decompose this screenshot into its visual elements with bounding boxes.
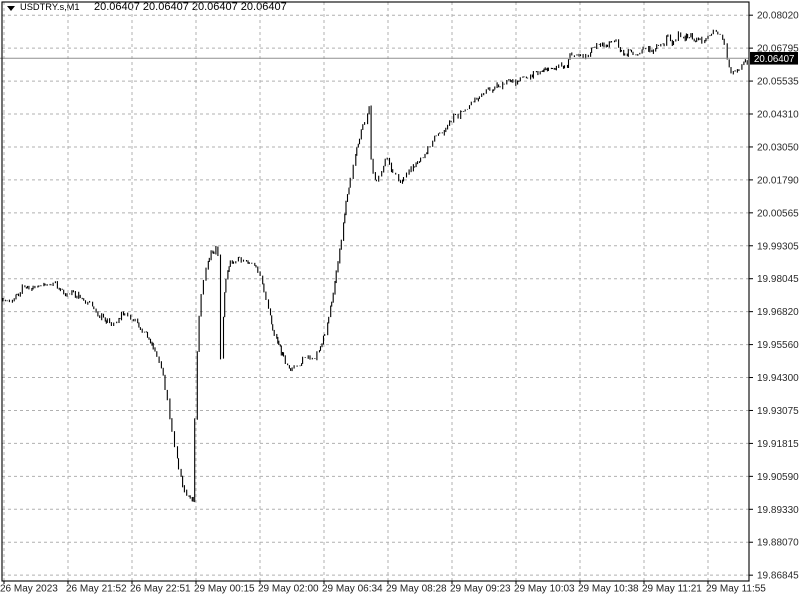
svg-text:26 May 21:52: 26 May 21:52 <box>66 584 127 595</box>
svg-text:29 May 00:15: 29 May 00:15 <box>194 584 255 595</box>
svg-text:29 May 06:34: 29 May 06:34 <box>322 584 383 595</box>
svg-text:26 May 22:51: 26 May 22:51 <box>130 584 191 595</box>
svg-text:19.86845: 19.86845 <box>757 571 799 582</box>
svg-text:20.06407: 20.06407 <box>754 54 794 65</box>
svg-text:29 May 09:23: 29 May 09:23 <box>450 584 511 595</box>
svg-text:19.93075: 19.93075 <box>757 406 799 417</box>
svg-text:20.08020: 20.08020 <box>757 11 799 22</box>
svg-text:19.99305: 19.99305 <box>757 241 799 252</box>
svg-text:19.88070: 19.88070 <box>757 538 799 549</box>
svg-text:19.94300: 19.94300 <box>757 373 799 384</box>
svg-text:20.06407 20.06407 20.06407 20.: 20.06407 20.06407 20.06407 20.06407 <box>94 1 287 13</box>
svg-text:29 May 11:21: 29 May 11:21 <box>642 584 702 595</box>
svg-text:19.89330: 19.89330 <box>757 505 799 516</box>
svg-text:20.01790: 20.01790 <box>757 175 799 186</box>
svg-text:19.90590: 19.90590 <box>757 472 799 483</box>
svg-text:20.05535: 20.05535 <box>757 77 799 88</box>
svg-text:19.98045: 19.98045 <box>757 274 799 285</box>
svg-text:20.04310: 20.04310 <box>757 110 799 121</box>
svg-text:20.03050: 20.03050 <box>757 142 799 153</box>
svg-text:USDTRY.s,M1: USDTRY.s,M1 <box>20 2 80 12</box>
svg-text:29 May 10:38: 29 May 10:38 <box>578 584 639 595</box>
svg-text:19.96820: 19.96820 <box>757 307 799 318</box>
svg-text:20.00565: 20.00565 <box>757 208 799 219</box>
svg-text:29 May 11:55: 29 May 11:55 <box>706 584 766 595</box>
svg-text:19.91815: 19.91815 <box>757 439 799 450</box>
svg-text:29 May 02:00: 29 May 02:00 <box>258 584 319 595</box>
svg-text:26 May 2023: 26 May 2023 <box>0 584 58 595</box>
svg-text:29 May 10:03: 29 May 10:03 <box>514 584 575 595</box>
svg-text:19.95560: 19.95560 <box>757 340 799 351</box>
svg-text:29 May 08:28: 29 May 08:28 <box>386 584 447 595</box>
